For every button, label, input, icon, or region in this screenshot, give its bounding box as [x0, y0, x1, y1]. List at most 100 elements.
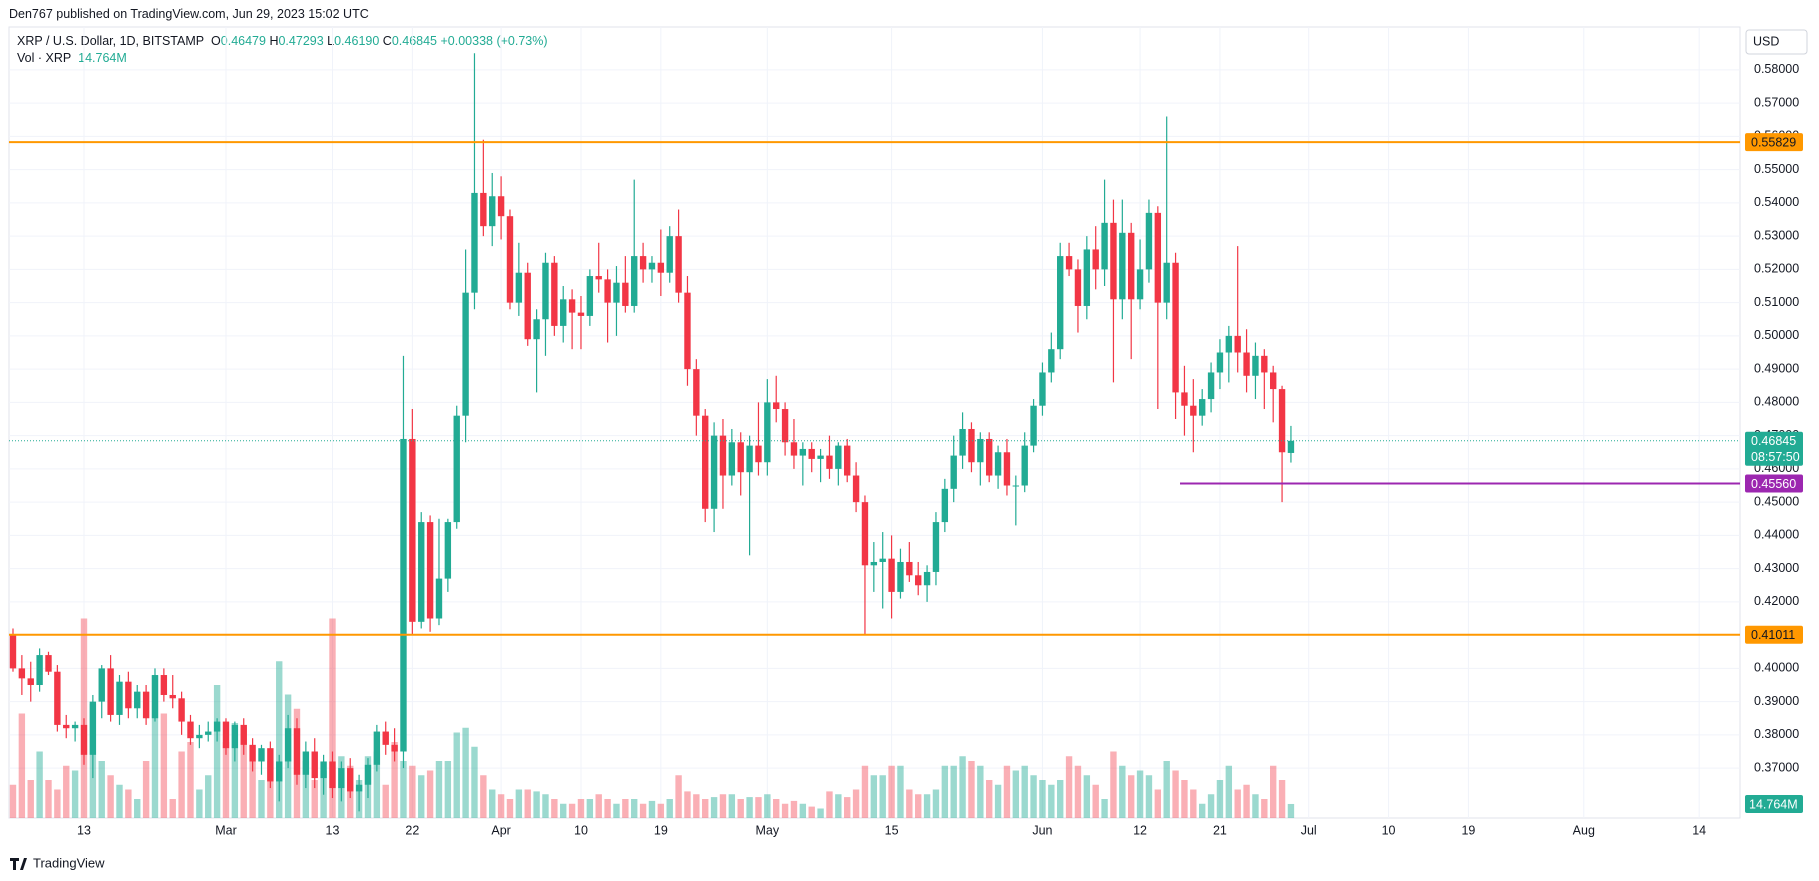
- volume-bar: [391, 742, 398, 818]
- candle-body: [142, 691, 150, 719]
- y-tick-label: 0.45000: [1754, 494, 1799, 508]
- candle-body: [1172, 262, 1179, 393]
- ohlc: O0.46479 H0.47293 L0.46190 C0.46845: [211, 34, 440, 48]
- ohlc-value: 0.46190: [334, 34, 380, 48]
- volume-bar: [169, 799, 176, 818]
- candle-body: [1225, 335, 1233, 353]
- volume-bar: [1154, 789, 1162, 818]
- published: Den767 published on TradingView.com, Jun…: [9, 7, 369, 21]
- x-tick-label: 19: [1461, 823, 1475, 837]
- symbol: XRP / U.S. Dollar, 1D, BITSTAMP: [17, 34, 205, 48]
- volume-bar: [826, 791, 833, 818]
- candle-body: [764, 402, 771, 463]
- candle-body: [1119, 232, 1126, 300]
- volume-bar: [249, 761, 256, 818]
- volume-bar: [1190, 789, 1197, 818]
- candle-body: [1021, 445, 1028, 486]
- candle-body: [1092, 249, 1099, 270]
- volume-bar: [1199, 803, 1206, 818]
- volume-bar: [276, 661, 283, 818]
- volume-bar: [409, 765, 416, 818]
- y-tick-label: 0.53000: [1754, 228, 1799, 242]
- volume-bar: [27, 780, 34, 818]
- level-badge: [1745, 474, 1803, 493]
- candle-body: [311, 751, 318, 779]
- volume-bar: [746, 797, 753, 818]
- volume-bar: [1252, 794, 1259, 818]
- volume-bar: [134, 799, 141, 818]
- volume-bar: [639, 803, 647, 818]
- volume-bar: [879, 775, 886, 818]
- candle-body: [790, 442, 798, 456]
- volume-bar: [125, 789, 132, 818]
- ohlc-key: H: [269, 34, 279, 48]
- volume-bar: [444, 761, 452, 818]
- y-tick-label: 0.37000: [1754, 760, 1799, 774]
- y-tick-label: 0.58000: [1754, 62, 1799, 76]
- volume-bar: [702, 799, 709, 818]
- candle-body: [36, 655, 43, 686]
- candle-body: [897, 561, 904, 592]
- candle-body: [116, 681, 123, 715]
- volume-badge-label: 14.764M: [1749, 797, 1798, 811]
- candle-body: [1154, 212, 1162, 303]
- candle-body: [134, 691, 141, 709]
- volume-bar: [790, 800, 798, 818]
- candle-body: [968, 428, 975, 463]
- y-tick-label: 0.48000: [1754, 395, 1799, 409]
- candle-body: [125, 681, 132, 709]
- candle-body: [453, 415, 460, 523]
- volume-bar: [222, 742, 230, 818]
- volume-bar: [657, 803, 665, 818]
- candle-body: [817, 455, 824, 459]
- candle-body: [276, 761, 283, 782]
- volume-value: 14.764M: [78, 51, 127, 65]
- volume-bar: [1145, 775, 1153, 818]
- candle-body: [240, 724, 247, 745]
- volume-bar: [551, 799, 558, 818]
- volume-bar: [1012, 770, 1020, 818]
- candle-body: [293, 728, 301, 775]
- candle-body: [89, 701, 97, 755]
- volume-bar: [684, 791, 691, 818]
- volume-bar: [471, 746, 478, 818]
- candle-body: [231, 724, 239, 749]
- volume-bar: [781, 803, 789, 818]
- candle-body: [418, 522, 425, 622]
- x-tick-label: Apr: [491, 823, 510, 837]
- candle-body: [719, 435, 727, 476]
- currency-box[interactable]: [1745, 29, 1808, 55]
- ohlc-key: O: [211, 34, 221, 48]
- volume-bar: [888, 765, 895, 818]
- candle-body: [80, 724, 88, 755]
- candle-body: [808, 448, 815, 459]
- volume-bar: [968, 761, 975, 818]
- volume-bar: [941, 765, 949, 818]
- volume-bar: [1048, 784, 1055, 818]
- candle-body: [169, 694, 176, 699]
- candle-body: [1039, 372, 1046, 406]
- volume-bar: [63, 765, 70, 818]
- candle-body: [249, 744, 256, 762]
- x-tick-label: May: [756, 823, 780, 837]
- volume-bar: [187, 742, 194, 818]
- candle-body: [595, 276, 602, 280]
- candle-body: [1190, 405, 1197, 416]
- candle-body: [560, 299, 567, 326]
- candle-body: [426, 522, 434, 619]
- volume-bar: [1128, 775, 1135, 818]
- volume-bar: [773, 799, 780, 818]
- candle-body: [524, 272, 531, 340]
- candle-body: [1048, 349, 1055, 373]
- candle-body: [409, 438, 416, 622]
- candle-body: [1199, 399, 1206, 416]
- candle-body: [284, 728, 292, 762]
- volume-bar: [622, 799, 629, 818]
- level-badge: [1745, 133, 1803, 152]
- volume-bar: [870, 775, 878, 818]
- candle-body: [613, 282, 620, 303]
- level-label: 0.41011: [1751, 628, 1795, 642]
- candle-body: [213, 721, 221, 732]
- volume-bar: [1287, 803, 1295, 818]
